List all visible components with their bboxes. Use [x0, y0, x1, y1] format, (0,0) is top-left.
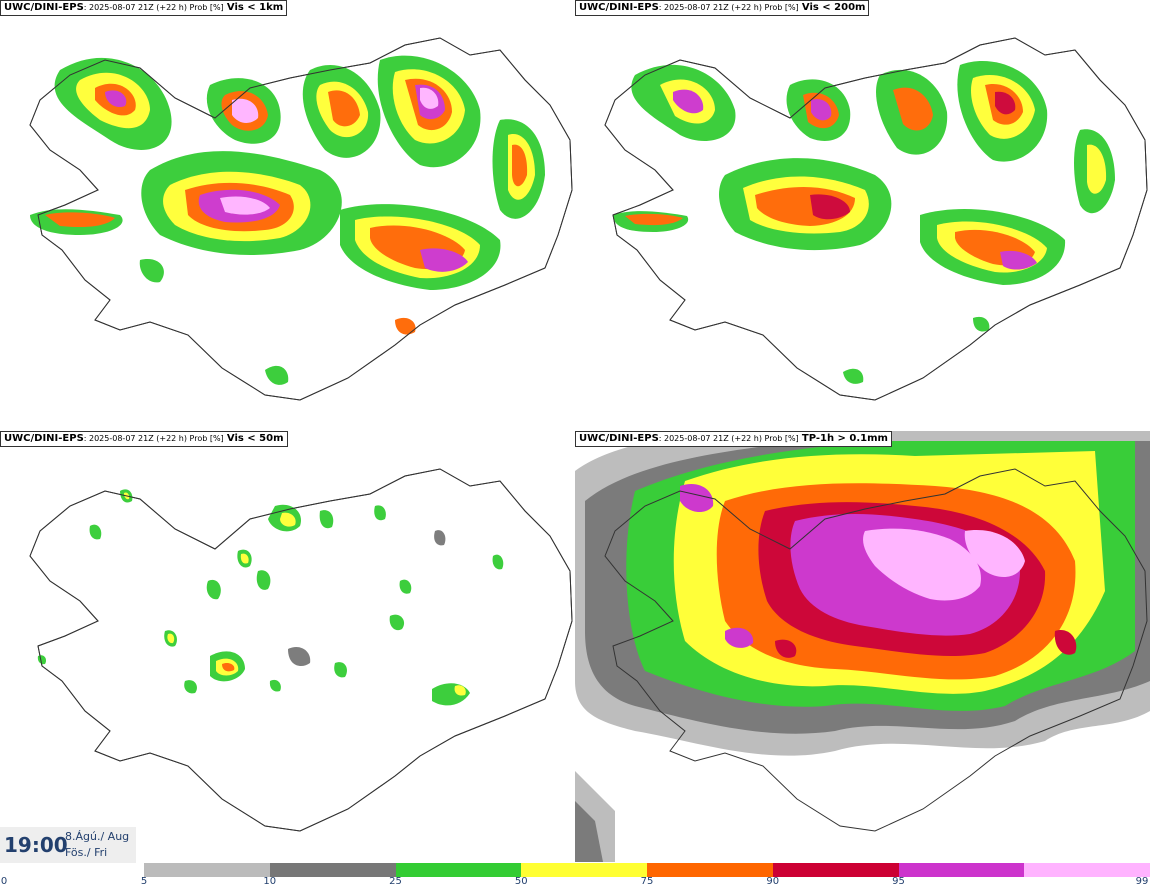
valid-time: 19:00 [4, 833, 68, 857]
colorbar-segment [269, 863, 396, 877]
panel-title: UWC/DINI-EPS: 2025-08-07 21Z (+22 h) Pro… [575, 431, 892, 447]
valid-date-line1: 8.Ágú./ Aug [65, 830, 130, 843]
map-vis-50m [29, 468, 573, 832]
colorbar-segment [898, 863, 1025, 877]
model-name: UWC/DINI-EPS [579, 2, 659, 13]
valid-date-line2: Fös./ Fri [65, 846, 108, 859]
model-name: UWC/DINI-EPS [4, 433, 84, 444]
colorbar-segment [1024, 863, 1150, 877]
colorbar-tick-label: 10 [263, 876, 277, 887]
colorbar-segment [647, 863, 773, 877]
colorbar-tick-label: 95 [892, 876, 905, 887]
map-panel-vis-200m: UWC/DINI-EPS: 2025-08-07 21Z (+22 h) Pro… [575, 0, 1150, 431]
panel-title: UWC/DINI-EPS: 2025-08-07 21Z (+22 h) Pro… [0, 431, 288, 447]
valid-time-box: 19:00 8.Ágú./ Aug Fös./ Fri [0, 827, 136, 863]
variable-label: Vis < 200m [801, 2, 866, 13]
run-info: : 2025-08-07 21Z (+22 h) Prob [%] [83, 3, 224, 12]
colorbar-tick-label: 25 [389, 876, 402, 887]
colorbar-segment [772, 863, 899, 877]
colorbar-tick-label: 50 [514, 876, 528, 887]
colorbar-tick-label: 90 [766, 876, 780, 887]
model-name: UWC/DINI-EPS [579, 433, 659, 444]
map-panel-vis-50m: UWC/DINI-EPS: 2025-08-07 21Z (+22 h) Pro… [0, 431, 575, 862]
map-vis-1km [29, 37, 573, 401]
variable-label: Vis < 1km [226, 2, 284, 13]
run-info: : 2025-08-07 21Z (+22 h) Prob [%] [83, 434, 224, 443]
model-name: UWC/DINI-EPS [4, 2, 84, 13]
colorbar-tick-label: 99 [1135, 876, 1149, 887]
colorbar-tick-label: 75 [640, 876, 654, 887]
variable-label: TP-1h > 0.1mm [801, 433, 888, 444]
colorbar-segment [521, 863, 647, 877]
colorbar-tick-label: 5 [140, 876, 148, 887]
colorbar-tick-label: 0 [0, 876, 8, 887]
colorbar-segment [395, 863, 522, 877]
map-vis-200m [604, 37, 1148, 401]
panel-title: UWC/DINI-EPS: 2025-08-07 21Z (+22 h) Pro… [0, 0, 288, 16]
run-info: : 2025-08-07 21Z (+22 h) Prob [%] [658, 3, 799, 12]
probability-colorbar [144, 863, 1150, 877]
panel-title: UWC/DINI-EPS: 2025-08-07 21Z (+22 h) Pro… [575, 0, 870, 16]
map-tp-1h [575, 431, 1150, 862]
variable-label: Vis < 50m [226, 433, 284, 444]
colorbar-segment [144, 863, 270, 877]
run-info: : 2025-08-07 21Z (+22 h) Prob [%] [658, 434, 799, 443]
map-panel-vis-1km: UWC/DINI-EPS: 2025-08-07 21Z (+22 h) Pro… [0, 0, 575, 431]
map-panel-tp-1h: UWC/DINI-EPS: 2025-08-07 21Z (+22 h) Pro… [575, 431, 1150, 862]
colorbar-ticks: 0 5 10 25 50 75 90 95 99 [0, 876, 1150, 890]
